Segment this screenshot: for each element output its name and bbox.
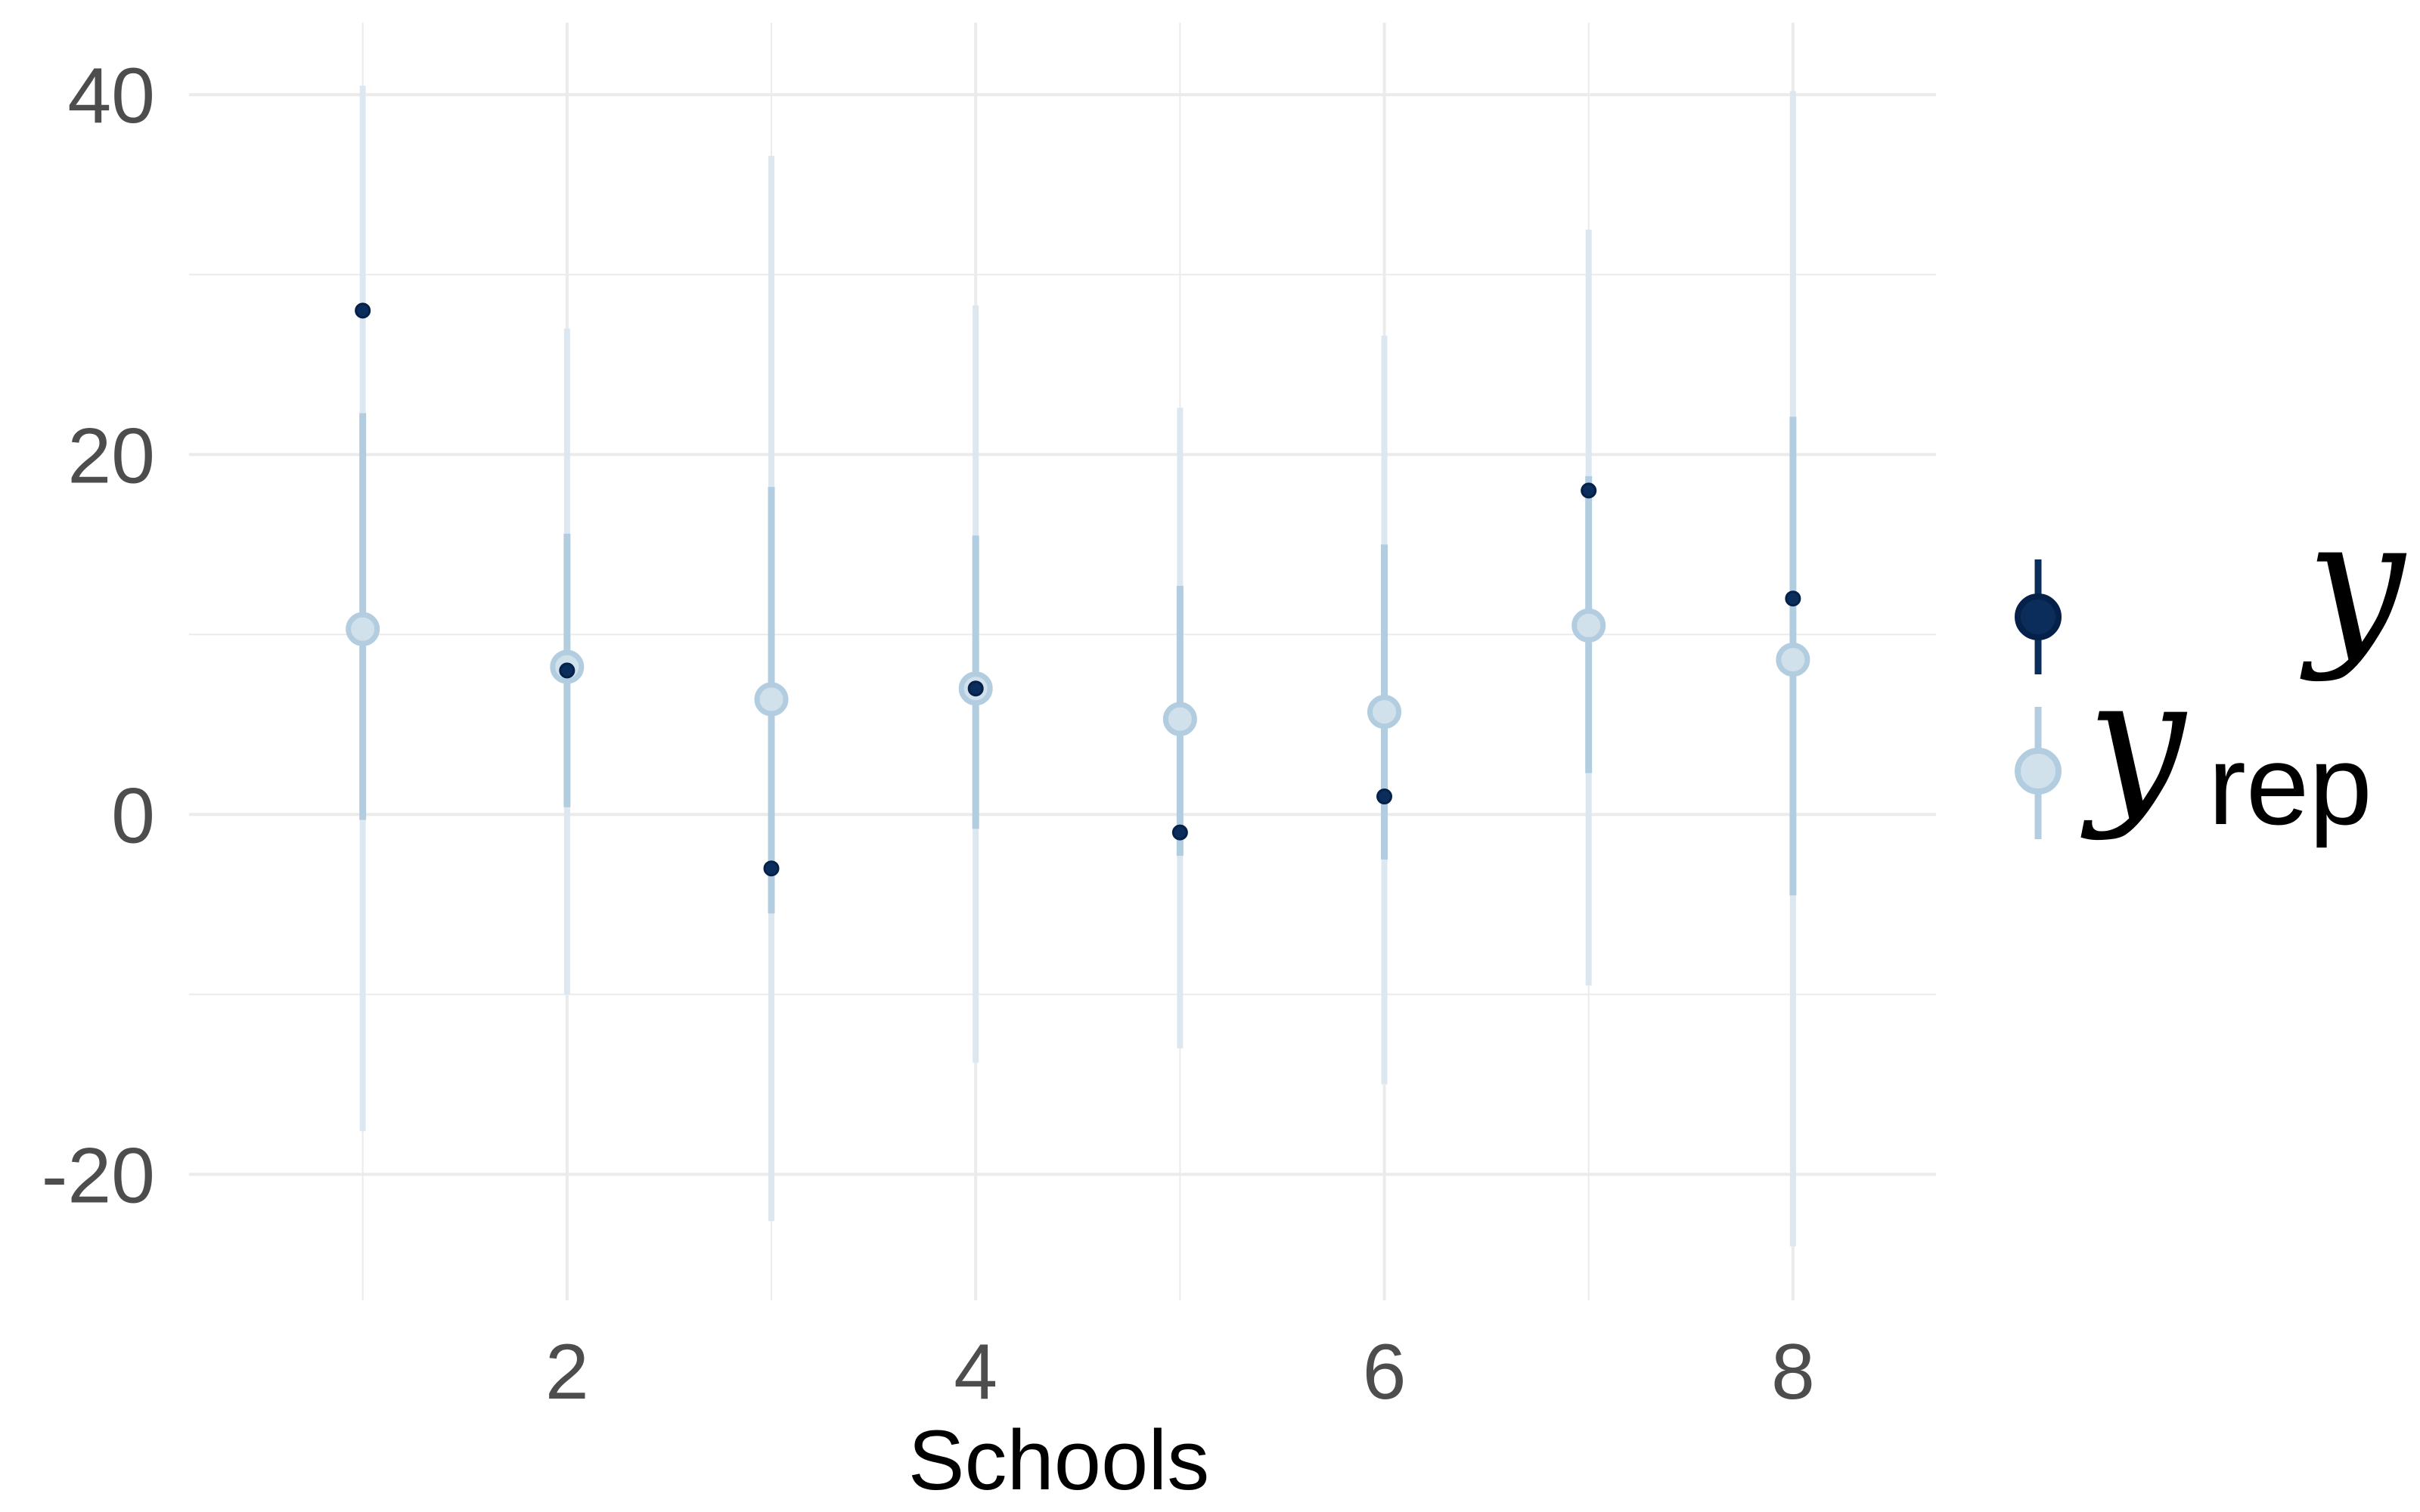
tick-labels: -20 0 20 40 2 4 6 8 xyxy=(42,52,1815,1416)
y-observed-point xyxy=(559,662,576,679)
y-observed-point xyxy=(1581,482,1597,499)
y-observed-points xyxy=(355,302,1801,877)
legend-y-label: y xyxy=(2300,482,2407,684)
y-observed-point xyxy=(1171,824,1188,841)
y-observed-point xyxy=(355,302,371,319)
y-observed-point xyxy=(1785,590,1801,607)
legend-item-yrep: y rep xyxy=(2015,641,2372,848)
y-observed-point xyxy=(763,860,780,877)
legend-item-y: y xyxy=(2015,482,2407,684)
legend-yrep-symbol: y xyxy=(2080,641,2188,843)
y-tick-label: 20 xyxy=(67,412,155,500)
y-tick-label: -20 xyxy=(42,1132,155,1219)
yrep-median-point xyxy=(1571,608,1606,643)
yrep-median-points xyxy=(346,608,1810,736)
y-tick-label: 40 xyxy=(67,52,155,140)
legend: y y rep xyxy=(2015,482,2407,848)
legend-yrep-subscript: rep xyxy=(2208,721,2372,848)
yrep-median-point xyxy=(346,612,380,646)
x-tick-label: 6 xyxy=(1363,1328,1407,1416)
yrep-median-point xyxy=(1776,643,1810,677)
grid xyxy=(189,23,1936,1300)
y-observed-point xyxy=(967,680,984,697)
x-tick-label: 4 xyxy=(954,1328,997,1416)
legend-yrep-label: y rep xyxy=(2080,641,2372,848)
x-tick-label: 8 xyxy=(1771,1328,1815,1416)
yrep-median-point xyxy=(1367,695,1402,730)
x-axis-title: Schools xyxy=(908,1413,1209,1507)
x-tick-label: 2 xyxy=(545,1328,589,1416)
yrep-median-point xyxy=(1162,702,1197,736)
legend-y-key-point xyxy=(2015,593,2062,640)
yrep-median-point xyxy=(754,682,789,717)
y-tick-label: 0 xyxy=(111,772,155,860)
legend-yrep-key-point xyxy=(2015,748,2062,795)
y-observed-point xyxy=(1376,789,1393,805)
